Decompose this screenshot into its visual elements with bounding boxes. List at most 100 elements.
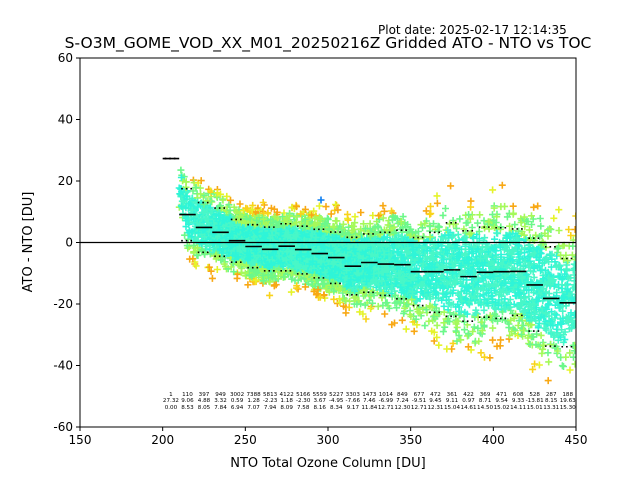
data-point <box>244 281 252 289</box>
data-point <box>213 215 221 223</box>
data-point <box>447 182 455 190</box>
data-point <box>237 268 245 276</box>
data-point <box>203 205 211 213</box>
data-point <box>294 285 302 293</box>
data-point <box>189 255 197 263</box>
data-point <box>402 325 410 333</box>
data-point <box>467 197 475 205</box>
data-point <box>234 260 242 268</box>
data-point <box>232 216 240 224</box>
data-point <box>266 278 274 286</box>
data-point <box>442 205 449 212</box>
data-point <box>267 216 275 223</box>
data-point <box>433 192 441 200</box>
data-point <box>212 251 220 259</box>
data-point <box>200 191 208 199</box>
data-point <box>439 328 447 336</box>
data-point <box>182 183 190 191</box>
data-points-layer <box>175 166 576 385</box>
data-point <box>248 206 256 214</box>
data-point <box>197 177 205 185</box>
data-point <box>197 190 205 198</box>
data-point <box>441 323 449 331</box>
data-point <box>269 261 277 269</box>
data-point <box>232 249 240 257</box>
data-point <box>425 317 433 325</box>
data-point <box>344 210 351 218</box>
data-point <box>259 272 267 280</box>
data-point <box>322 203 330 211</box>
data-point <box>272 281 280 289</box>
data-point <box>225 201 233 209</box>
data-point <box>223 192 231 200</box>
data-point <box>381 310 389 318</box>
data-point <box>215 222 222 229</box>
data-point <box>218 217 226 225</box>
data-point <box>258 265 266 273</box>
data-point <box>183 242 191 250</box>
data-point <box>268 231 276 239</box>
data-point <box>439 211 447 219</box>
data-point <box>193 237 201 245</box>
data-point <box>217 190 224 198</box>
data-point <box>219 229 227 237</box>
data-point <box>181 231 189 239</box>
data-point <box>226 206 234 214</box>
data-point <box>243 249 251 257</box>
data-point <box>246 271 253 279</box>
data-point <box>208 274 216 282</box>
data-point <box>379 202 387 210</box>
data-point <box>227 263 235 271</box>
data-point <box>253 216 261 224</box>
data-point <box>398 316 406 324</box>
data-point <box>225 224 233 232</box>
data-point <box>253 268 261 276</box>
data-point <box>244 255 252 263</box>
data-point <box>233 274 241 282</box>
data-point <box>192 184 200 191</box>
data-point <box>212 244 220 251</box>
data-point <box>194 244 201 252</box>
plot-date-label: Plot date: 2025-02-17 12:14:35 <box>378 23 567 37</box>
data-point <box>177 166 185 174</box>
data-point <box>218 249 226 257</box>
data-point <box>271 212 279 220</box>
data-point <box>271 272 279 280</box>
data-point <box>435 341 443 349</box>
data-point <box>249 238 257 245</box>
data-point <box>259 199 267 206</box>
data-point <box>252 227 260 235</box>
data-point <box>342 309 350 317</box>
data-point <box>315 202 323 210</box>
data-point <box>247 216 254 223</box>
data-point <box>216 240 224 247</box>
data-point <box>228 219 236 227</box>
data-point <box>201 202 209 210</box>
data-point <box>217 256 225 264</box>
data-point <box>427 202 434 210</box>
data-point <box>250 233 258 241</box>
data-point <box>258 250 266 257</box>
data-point <box>242 219 250 227</box>
chart-title: S-O3M_GOME_VOD_XX_M01_20250216Z Gridded … <box>64 34 592 52</box>
data-point <box>219 196 227 204</box>
data-point <box>209 239 217 247</box>
data-point <box>266 291 274 299</box>
data-point <box>178 202 186 210</box>
data-point <box>244 229 252 237</box>
data-point <box>351 213 359 221</box>
data-point <box>227 196 234 204</box>
data-point <box>282 256 290 264</box>
data-point <box>188 232 196 240</box>
data-point <box>205 263 213 271</box>
data-point <box>278 268 286 276</box>
data-point <box>177 174 185 181</box>
data-point <box>357 209 365 216</box>
data-point <box>185 227 193 235</box>
data-point <box>280 273 288 281</box>
data-point <box>213 266 221 273</box>
data-point <box>421 322 429 330</box>
data-point <box>410 327 418 335</box>
data-point <box>179 210 187 218</box>
